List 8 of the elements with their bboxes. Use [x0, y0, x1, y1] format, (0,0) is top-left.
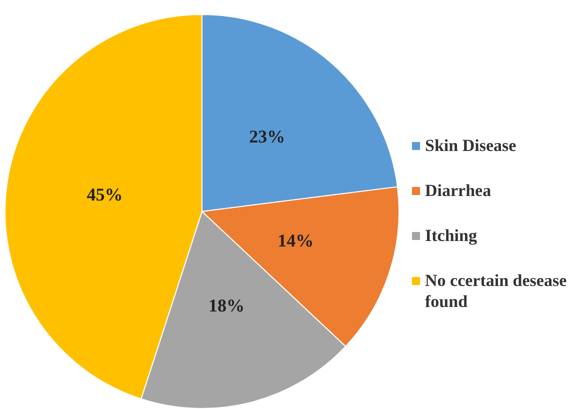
data-label: 45% [86, 184, 123, 205]
data-label: 14% [278, 230, 314, 251]
data-label: 23% [249, 126, 286, 146]
legend-label: Diarrhea [425, 180, 492, 201]
data-label: 18% [208, 296, 244, 316]
legend-label: Itching [425, 225, 477, 246]
legend-label: Skin Disease [425, 135, 516, 156]
legend-label: No ccertain desease found [425, 270, 568, 312]
